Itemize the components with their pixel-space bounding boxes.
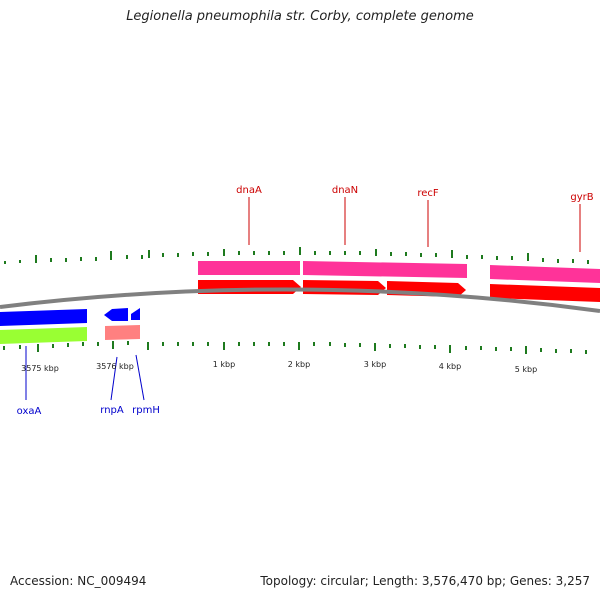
- top-label-lines: [248, 197, 581, 252]
- accession-text: Accession: NC_009494: [10, 574, 147, 588]
- gene-label-rnpA: rnpA: [100, 405, 124, 416]
- bottom-ticks: [3, 341, 587, 354]
- gene-feature: [198, 261, 300, 275]
- tick-label: 3576 kbp: [96, 362, 134, 371]
- gene-feature: [105, 325, 140, 340]
- forward-gene-track: [198, 261, 600, 283]
- cds-arrow: [490, 284, 600, 302]
- tick-label: 3575 kbp: [21, 364, 59, 373]
- gene-label-dnaN: dnaN: [332, 185, 358, 196]
- cds-feature: [0, 309, 87, 326]
- tick-label: 1 kbp: [213, 360, 235, 369]
- genome-backbone: [0, 287, 600, 313]
- gene-feature: [0, 327, 87, 344]
- tick-label: 3 kbp: [364, 360, 386, 369]
- bottom-label-lines: [25, 346, 145, 401]
- gene-label-recF: recF: [417, 188, 439, 199]
- gene-feature: [303, 261, 467, 278]
- tick-labels: 3575 kbp 3576 kbp 1 kbp 2 kbp 3 kbp 4 kb…: [21, 360, 537, 374]
- gene-label-dnaA: dnaA: [236, 185, 262, 196]
- map-title: Legionella pneumophila str. Corby, compl…: [126, 9, 474, 24]
- gene-label-rpmH: rpmH: [132, 405, 160, 416]
- cds-arrow: [104, 308, 128, 321]
- reverse-feature-track: [0, 308, 140, 344]
- top-ticks: [4, 247, 589, 264]
- gene-feature: [490, 265, 600, 283]
- gene-label-oxaA: oxaA: [17, 406, 42, 417]
- genome-summary-text: Topology: circular; Length: 3,576,470 bp…: [260, 574, 590, 588]
- tick-label: 2 kbp: [288, 360, 310, 369]
- tick-label: 4 kbp: [439, 362, 461, 371]
- tick-label: 5 kbp: [515, 365, 537, 374]
- gene-label-gyrB: gyrB: [570, 192, 593, 203]
- top-gene-labels: dnaA dnaN recF gyrB: [236, 185, 594, 203]
- cds-arrow: [131, 308, 140, 320]
- bottom-gene-labels: oxaA rnpA rpmH: [17, 405, 160, 417]
